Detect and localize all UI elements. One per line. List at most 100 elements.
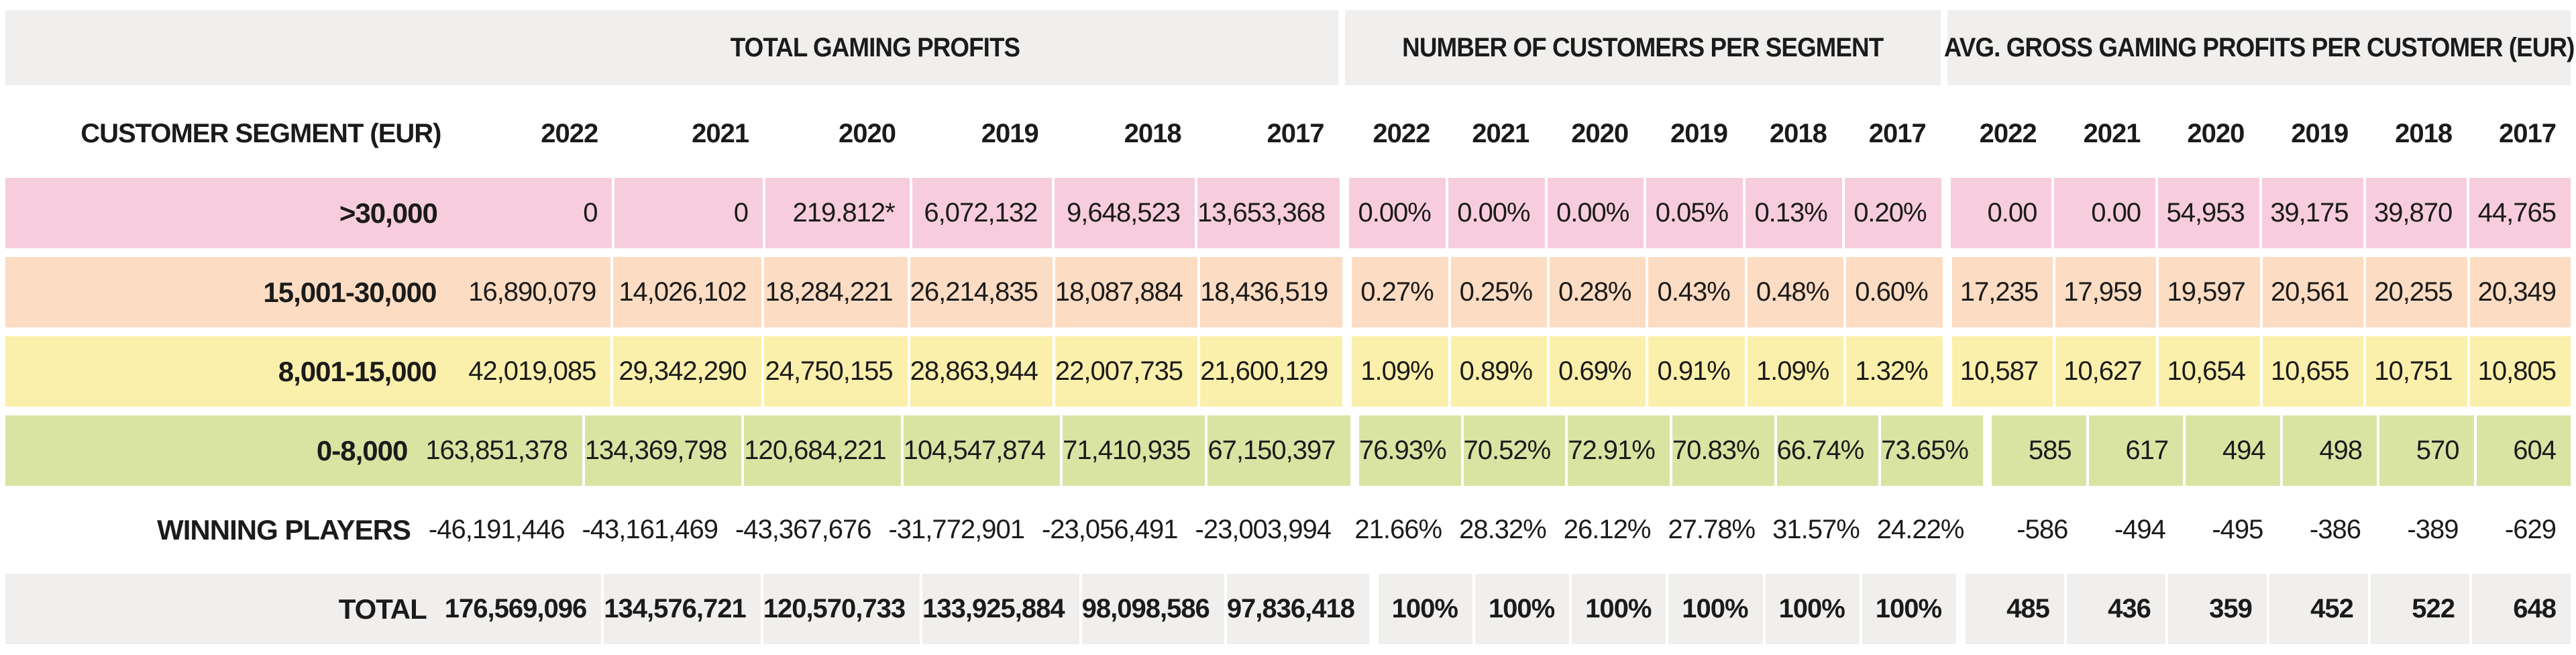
value-cell: 0.20% [1841,178,1941,248]
value-cell: 0.00% [1445,178,1545,248]
value-cell: 26.12% [1560,495,1666,565]
value-cell: 176,569,096 [444,574,602,644]
value-cell: 20,561 [2259,257,2364,328]
value-cell: 163,851,378 [425,415,582,486]
value-cell: 100% [1375,574,1472,644]
value-cell: 10,751 [2363,336,2467,407]
value-cell: 359 [2165,574,2267,644]
row-label: 8,001-15,000 [5,336,455,407]
value-cell: 0.91% [1646,336,1745,407]
year-header: 2021 [1472,119,1529,148]
value-cell: 20,349 [2467,257,2571,328]
value-cell: -43,161,469 [579,495,733,565]
value-cell: 0.00 [2051,178,2156,248]
table-row: >30,000 0 0 219.812* 6,072,132 9,648,523 13,65… [5,178,2571,248]
value-cell: 0.27% [1349,257,1448,328]
value-cell: 10,587 [1949,336,2053,407]
value-cell: 24,750,155 [761,336,908,407]
value-cell: 54,953 [2155,178,2259,248]
value-cell: 0.00 [1947,178,2052,248]
value-cell: 134,576,721 [601,574,761,644]
value-cell: 70.83% [1669,415,1774,486]
value-cell: 120,570,733 [760,574,920,644]
value-cell: 10,655 [2259,336,2364,407]
value-cell: 72.91% [1565,415,1670,486]
value-cell: 29,342,290 [610,336,761,407]
value-cell: 28,863,944 [907,336,1053,407]
value-cell: 498 [2279,415,2377,486]
year-header: 2021 [692,119,749,148]
row-label: WINNING PLAYERS [5,495,429,565]
row-label: 15,001-30,000 [5,257,455,328]
table-row: 0-8,000 163,851,378 134,369,798 120,684,221… [5,415,2571,486]
value-cell: 22,007,735 [1052,336,1198,407]
value-cell: 6,072,132 [909,178,1053,248]
year-header: 2019 [2291,119,2349,148]
value-cell: 522 [2367,574,2469,644]
value-cell: 134,369,798 [582,415,742,486]
value-cell: 20,255 [2363,257,2467,328]
value-cell: 14,026,102 [610,257,761,328]
value-cell: 0 [455,178,612,248]
value-cell: 0.60% [1843,257,1943,328]
value-cell: 18,436,519 [1197,257,1343,328]
row-label: TOTAL [5,574,445,644]
value-cell: 104,547,874 [900,415,1061,486]
value-cell: 16,890,079 [454,257,611,328]
customer-segment-header: CUSTOMER SEGMENT (EUR) [80,119,441,148]
value-cell: 1.09% [1349,336,1448,407]
value-cell: 485 [1962,574,2064,644]
value-cell: 0.05% [1644,178,1743,248]
year-header: 2017 [1868,119,1927,148]
year-header: 2020 [1571,119,1629,148]
year-header: 2020 [2187,119,2245,148]
group-title: AVG. GROSS GAMING PROFITS PER CUSTOMER (… [1943,32,2575,62]
value-cell: 1.09% [1744,336,1844,407]
value-cell: 66.74% [1774,415,1879,486]
value-cell: 133,925,884 [920,574,1079,644]
group-title: TOTAL GAMING PROFITS [731,32,1020,62]
value-cell: 97,836,418 [1224,574,1370,644]
value-cell: 24.22% [1874,495,1979,565]
value-cell: 21.66% [1352,495,1457,565]
value-cell: 70.52% [1460,415,1566,486]
value-cell: -386 [2277,495,2375,565]
value-cell: 18,284,221 [761,257,908,328]
value-cell: 1.32% [1843,336,1943,407]
value-cell: 100% [1666,574,1763,644]
value-cell: 452 [2266,574,2368,644]
table-row: WINNING PLAYERS -46,191,446 -43,161,469 -43… [5,495,2571,565]
value-cell: 17,959 [2053,257,2157,328]
year-header: 2022 [541,119,598,148]
year-header: 2017 [2499,119,2557,148]
table-row: 15,001-30,000 16,890,079 14,026,102 18,284,… [5,257,2571,328]
year-header: 2018 [1124,119,1182,148]
value-cell: 13,653,368 [1194,178,1340,248]
value-cell: -389 [2375,495,2473,565]
value-cell: 27.78% [1665,495,1770,565]
value-cell: 98,098,586 [1079,574,1224,644]
row-label: 0-8,000 [5,415,426,486]
value-cell: 76.93% [1356,415,1461,486]
value-cell: 10,805 [2467,336,2571,407]
value-cell: 0.00% [1544,178,1644,248]
year-header: 2018 [2395,119,2453,148]
value-cell: 0.89% [1448,336,1548,407]
value-cell: 604 [2473,415,2571,486]
value-cell: 0.25% [1448,257,1548,328]
value-cell: 494 [2183,415,2280,486]
value-cell: -23,003,994 [1192,495,1346,565]
value-cell: 0.69% [1547,336,1646,407]
value-cell: 100% [1859,574,1957,644]
value-cell: 10,654 [2156,336,2260,407]
year-header: 2022 [1373,119,1430,148]
value-cell: 100% [1569,574,1666,644]
value-cell: -23,056,491 [1038,495,1193,565]
value-cell: 17,235 [1949,257,2053,328]
year-header: 2022 [1979,119,2037,148]
value-cell: 100% [1762,574,1860,644]
year-header: 2019 [1670,119,1728,148]
value-cell: 585 [1989,415,2086,486]
value-cell: -43,367,676 [732,495,886,565]
value-cell: 0 [612,178,763,248]
